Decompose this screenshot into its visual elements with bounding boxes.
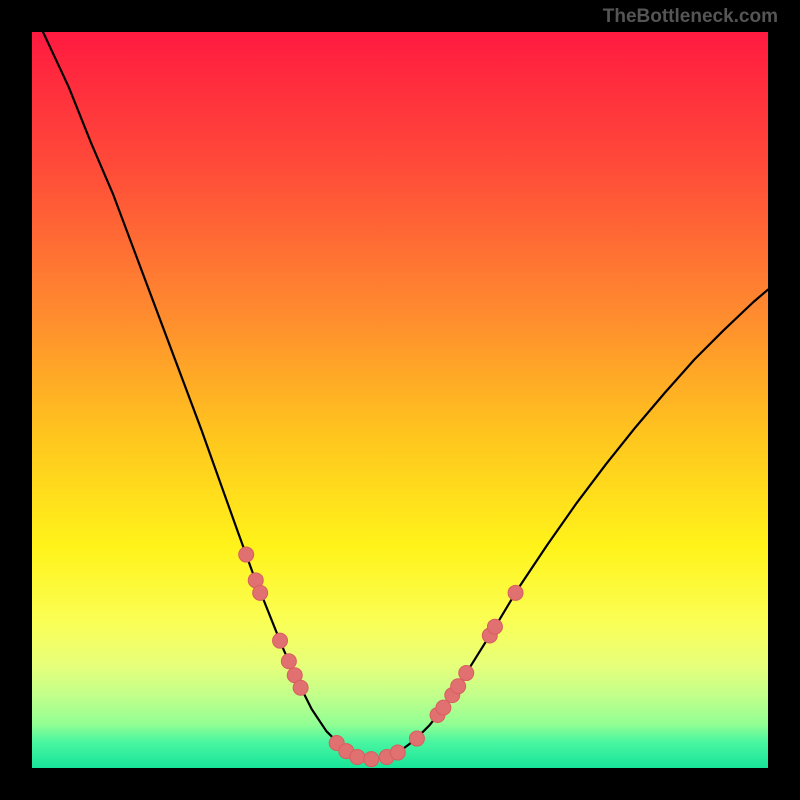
chart-overlay [32,32,768,768]
watermark-text: TheBottleneck.com [603,6,778,28]
data-marker [508,585,523,600]
marker-group [239,547,523,767]
data-marker [409,731,424,746]
plot-area [32,32,768,768]
data-marker [350,749,365,764]
data-marker [239,547,254,562]
data-marker [487,619,502,634]
data-marker [273,633,288,648]
data-marker [390,745,405,760]
data-marker [293,680,308,695]
data-marker [253,585,268,600]
data-marker [436,700,451,715]
data-marker [451,679,466,694]
data-marker [364,752,379,767]
data-marker [281,654,296,669]
data-marker [459,666,474,681]
bottleneck-curve [43,32,768,759]
